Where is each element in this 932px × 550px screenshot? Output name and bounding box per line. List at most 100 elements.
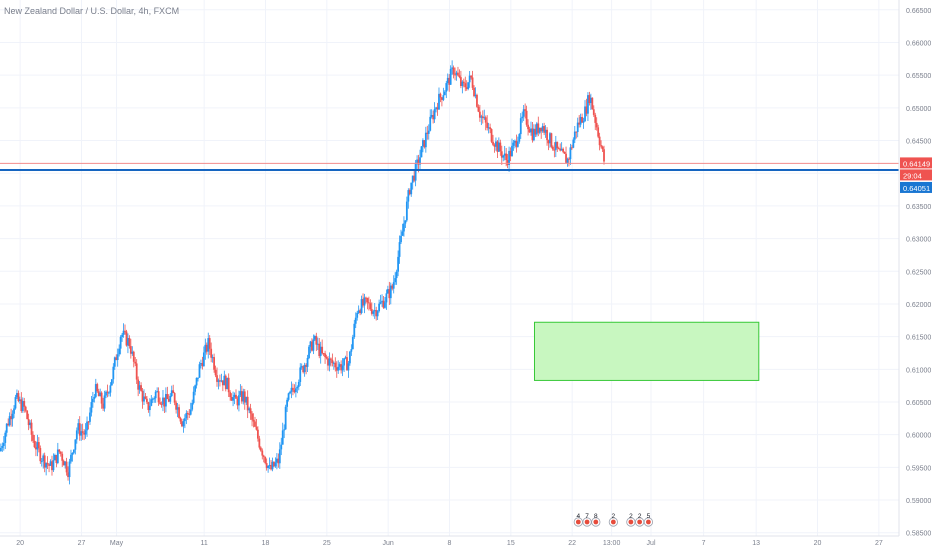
candle-body (296, 386, 299, 389)
candle-body (194, 385, 197, 392)
candle-body (61, 453, 64, 461)
candle-body (324, 353, 326, 358)
candle-body (455, 72, 458, 75)
event-marker: 2 (635, 513, 645, 527)
candle-body (84, 430, 87, 435)
candle-body (26, 410, 29, 420)
target-zone-layer (533, 321, 760, 381)
y-tick-label: 0.65000 (906, 106, 931, 113)
candle-body (365, 297, 367, 299)
candle-body (579, 117, 582, 125)
candle-body (429, 116, 432, 131)
candle-body (147, 402, 150, 411)
x-tick-label: May (110, 540, 124, 547)
candle-body (33, 440, 36, 448)
candle-body (537, 123, 540, 133)
candle-body (442, 95, 445, 100)
candle-body (294, 388, 297, 393)
candle-body (67, 472, 69, 478)
candle-body (495, 141, 497, 147)
candle-body (175, 402, 178, 410)
x-tick-label: 15 (507, 540, 515, 547)
candles-layer (0, 60, 605, 485)
candle-body (137, 379, 140, 390)
candle-body (492, 141, 494, 145)
event-marker-count: 2 (629, 513, 633, 520)
candle-body (565, 153, 567, 163)
candle-body (575, 131, 578, 133)
candle-body (258, 438, 261, 448)
candle-body (58, 449, 61, 452)
candle-body (367, 302, 370, 304)
candle-body (470, 75, 473, 78)
candle-body (103, 395, 106, 409)
candle-body (524, 109, 527, 111)
candle-body (201, 363, 204, 367)
candle-body (23, 401, 26, 407)
candle-body (37, 442, 40, 449)
candle-body (242, 391, 245, 402)
candle-body (471, 77, 474, 88)
candle-body (297, 381, 300, 387)
event-marker: 2 (626, 513, 636, 527)
y-tick-label: 0.60500 (906, 400, 931, 407)
candle-body (595, 122, 598, 128)
y-tick-label: 0.65500 (906, 73, 931, 80)
candle-body (398, 242, 401, 257)
candle-body (376, 311, 379, 317)
candle-body (499, 142, 502, 152)
candle-body (283, 429, 286, 431)
candle-body (578, 122, 581, 125)
candle-body (16, 393, 18, 398)
candle-body (366, 298, 369, 303)
candle-body (400, 235, 402, 243)
candle-body (503, 153, 506, 156)
candle-body (109, 385, 112, 393)
candle-body (459, 77, 462, 86)
candle-body (134, 361, 137, 364)
candle-body (430, 115, 433, 117)
candle-body (445, 83, 448, 92)
x-tick-label: 27 (78, 540, 86, 547)
candle-body (395, 271, 398, 279)
candle-body (568, 158, 570, 160)
candle-body (40, 461, 43, 463)
candle-body (560, 148, 563, 151)
candle-body (270, 464, 272, 470)
candle-body (531, 128, 534, 141)
candle-body (240, 391, 243, 402)
candle-body (108, 392, 110, 394)
candle-body (379, 302, 382, 304)
candle-body (530, 128, 532, 133)
candle-body (211, 357, 214, 359)
candle-body (403, 223, 405, 232)
candle-body (335, 367, 338, 371)
countdown-label-bg (900, 169, 932, 181)
candle-body (45, 462, 48, 468)
candle-body (181, 421, 183, 427)
candle-body (265, 463, 268, 469)
candle-body (154, 391, 157, 399)
grid-layer (0, 0, 899, 536)
candle-body (350, 349, 353, 352)
candle-body (271, 461, 274, 470)
candle-body (305, 364, 307, 367)
candle-body (128, 337, 131, 347)
candle-body (236, 398, 239, 406)
candle-body (559, 148, 562, 151)
candle-body (113, 357, 116, 367)
candle-body (80, 431, 83, 436)
candle-body (359, 310, 362, 314)
candle-body (572, 139, 575, 148)
event-marker-count: 8 (594, 513, 598, 520)
candle-body (373, 310, 376, 312)
candle-body (48, 464, 50, 466)
candle-body (29, 422, 31, 426)
event-marker: 7 (582, 513, 592, 527)
candle-body (594, 114, 597, 123)
candle-body (497, 142, 500, 152)
candle-body (56, 449, 59, 464)
